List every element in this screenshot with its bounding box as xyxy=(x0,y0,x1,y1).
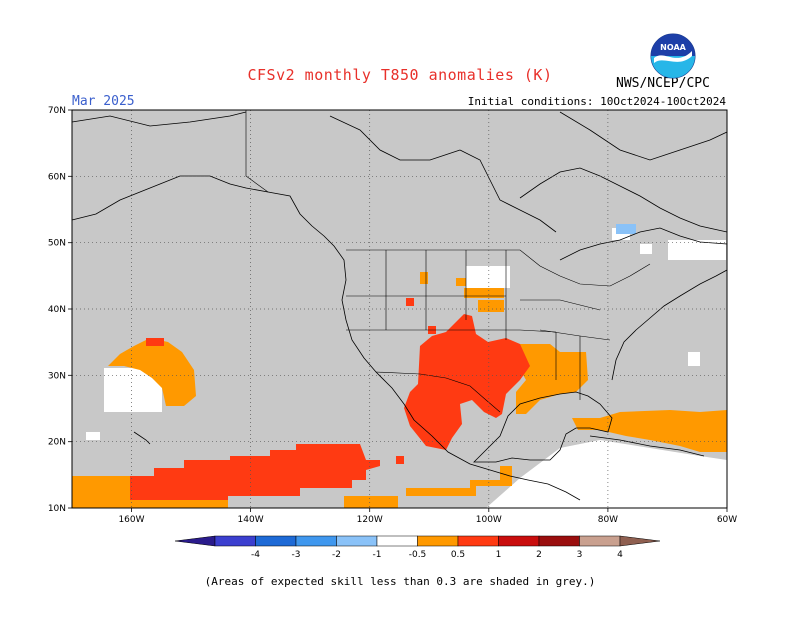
lon-label: 120W xyxy=(357,515,383,525)
colorbar-swatch xyxy=(214,535,256,547)
lon-label: 160W xyxy=(118,515,144,525)
colorbar-swatch xyxy=(376,535,418,547)
colorbar-swatch xyxy=(417,535,459,547)
lon-label: 60W xyxy=(717,515,737,525)
colorbar-label: -0.5 xyxy=(409,550,427,560)
initial-conditions: Initial conditions: 10Oct2024-10Oct2024 xyxy=(467,95,726,108)
colorbar-swatch xyxy=(579,535,621,547)
colorbar-label: -4 xyxy=(251,550,260,560)
lon-label: 140W xyxy=(238,515,264,525)
colorbar-label: -1 xyxy=(373,550,382,560)
lat-label: 50N xyxy=(48,239,66,249)
colorbar-arrow-high xyxy=(619,535,661,547)
colorbar-label: 1 xyxy=(496,550,502,560)
colorbar-swatch xyxy=(295,535,337,547)
forecast-month: Mar 2025 xyxy=(72,94,135,109)
colorbar-swatch xyxy=(457,535,499,547)
colorbar-swatch xyxy=(538,535,580,547)
map-title: CFSv2 monthly T850 anomalies (K) xyxy=(247,66,553,84)
colorbar-label: -2 xyxy=(332,550,341,560)
colorbar-arrow-low xyxy=(174,535,216,547)
colorbar-label: 2 xyxy=(536,550,542,560)
political-borders xyxy=(245,110,651,413)
lat-label: 70N xyxy=(48,106,66,116)
svg-text:NOAA: NOAA xyxy=(660,43,686,52)
lat-label: 60N xyxy=(48,172,66,182)
skill-note: (Areas of expected skill less than 0.3 a… xyxy=(204,575,596,588)
organization-label: NWS/NCEP/CPC xyxy=(616,76,710,91)
lon-label: 100W xyxy=(476,515,502,525)
colorbar-swatch xyxy=(498,535,540,547)
lat-label: 40N xyxy=(48,305,66,315)
colorbar-label: 0.5 xyxy=(451,550,465,560)
colorbar-label: 4 xyxy=(617,550,623,560)
lon-label: 80W xyxy=(598,515,618,525)
lat-label: 20N xyxy=(48,438,66,448)
anomaly-level-medium xyxy=(130,298,530,500)
coastlines xyxy=(71,111,728,501)
colorbar-label: -3 xyxy=(292,550,301,560)
colorbar-swatch xyxy=(336,535,378,547)
negative-anomaly-area xyxy=(616,224,636,234)
lat-label: 30N xyxy=(48,371,66,381)
lat-label: 10N xyxy=(48,504,66,514)
colorbar-swatch xyxy=(255,535,297,547)
axis-ticks xyxy=(68,109,728,512)
colorbar-label: 3 xyxy=(577,550,583,560)
noaa-logo-icon: NOAA xyxy=(650,33,696,79)
